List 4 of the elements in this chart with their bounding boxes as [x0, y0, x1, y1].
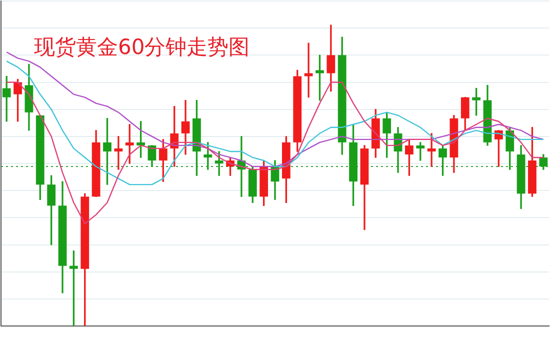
text: 现货黄金60分钟走势图 [34, 34, 250, 61]
candlestick [427, 133, 436, 167]
candlestick [114, 136, 123, 170]
candlestick [304, 42, 313, 98]
